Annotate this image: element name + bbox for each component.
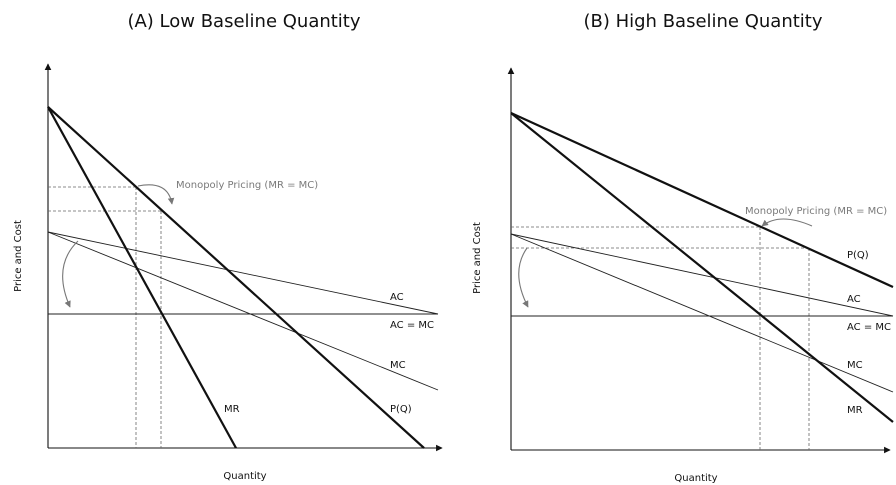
- panel-a-demand-curve: [47, 106, 425, 449]
- panel-b-shift-arrow: [518, 247, 529, 308]
- panel-b-mc-curve: [510, 233, 894, 393]
- panel-b: (B) High Baseline Quantity Quantity Pric…: [472, 11, 894, 484]
- panel-a-y-axis-label: Price and Cost: [13, 220, 24, 292]
- panel-b-mr-label: MR: [847, 405, 863, 416]
- panel-b-demand-curve: [510, 111, 894, 289]
- panel-b-monopoly-arrow: [761, 218, 813, 227]
- panel-b-ac-curve: [510, 233, 894, 317]
- panel-a-pq-label: P(Q): [390, 404, 412, 415]
- panel-a-monopoly-annotation: Monopoly Pricing (MR = MC): [176, 180, 318, 191]
- panel-b-title: (B) High Baseline Quantity: [583, 11, 822, 32]
- panel-b-ac-mc-label: AC = MC: [847, 322, 891, 333]
- panel-a-title: (A) Low Baseline Quantity: [127, 11, 360, 32]
- panel-b-x-axis-label: Quantity: [674, 473, 717, 484]
- panel-b-mr-curve: [510, 112, 894, 423]
- panel-a-mc-label: MC: [390, 360, 406, 371]
- panel-a: (A) Low Baseline Quantity Quantity Price…: [13, 11, 443, 482]
- panel-b-pq-label: P(Q): [847, 250, 869, 261]
- panel-a-ac-mc-label: AC = MC: [390, 320, 434, 331]
- panel-a-monopoly-arrow: [137, 184, 175, 205]
- panel-a-mr-curve: [47, 106, 237, 449]
- panel-a-mr-label: MR: [224, 404, 240, 415]
- panel-b-ac-label: AC: [847, 294, 861, 305]
- panel-b-y-axis-label: Price and Cost: [472, 222, 483, 294]
- panel-b-mc-label: MC: [847, 360, 863, 371]
- panel-a-x-axis-label: Quantity: [223, 471, 266, 482]
- panel-a-ac-curve: [47, 231, 439, 315]
- panel-a-mc-curve: [47, 231, 439, 391]
- panel-a-shift-arrow: [62, 240, 79, 308]
- panel-b-monopoly-annotation: Monopoly Pricing (MR = MC): [745, 206, 887, 217]
- panel-a-ac-label: AC: [390, 292, 404, 303]
